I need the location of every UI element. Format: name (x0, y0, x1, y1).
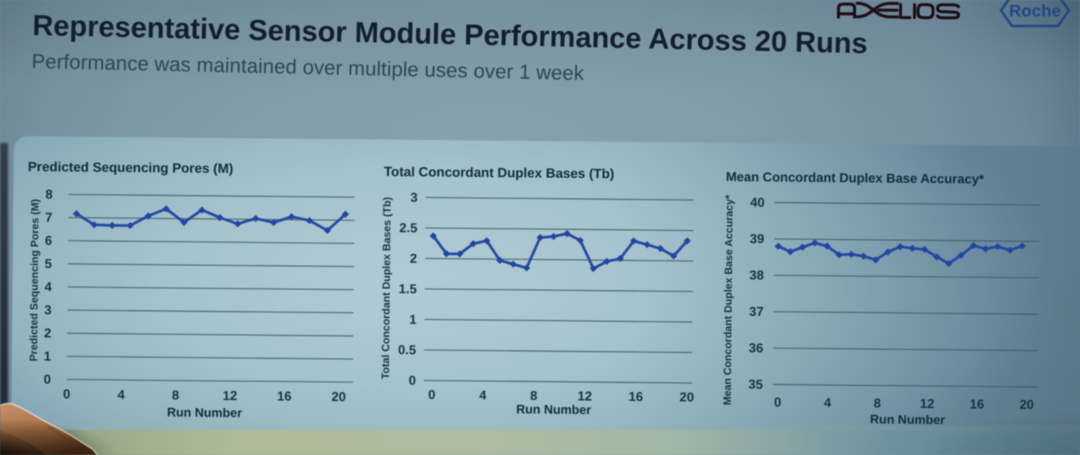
svg-text:0: 0 (63, 386, 70, 401)
svg-text:Total Concordant Duplex Bases: Total Concordant Duplex Bases (Tb) (384, 164, 615, 181)
svg-text:3: 3 (410, 190, 417, 205)
svg-text:12: 12 (223, 388, 238, 403)
svg-text:Roche: Roche (1009, 2, 1061, 21)
svg-text:2.5: 2.5 (399, 220, 417, 235)
svg-text:20: 20 (679, 389, 694, 404)
svg-text:0: 0 (774, 395, 781, 410)
svg-text:40: 40 (750, 195, 765, 210)
svg-text:4: 4 (117, 387, 125, 402)
svg-text:36: 36 (749, 340, 764, 355)
svg-text:39: 39 (750, 231, 765, 246)
svg-text:Run Number: Run Number (870, 412, 945, 427)
svg-text:0.5: 0.5 (398, 342, 416, 357)
svg-text:3: 3 (44, 302, 51, 317)
svg-text:8: 8 (45, 187, 52, 202)
svg-text:12: 12 (577, 388, 592, 403)
svg-text:16: 16 (277, 388, 292, 403)
svg-text:Predicted Sequencing Pores (M): Predicted Sequencing Pores (M) (28, 159, 234, 176)
svg-text:1.5: 1.5 (399, 281, 417, 296)
svg-text:Total Concordant Duplex Bases: Total Concordant Duplex Bases (Tb) (380, 197, 394, 379)
svg-text:8: 8 (530, 388, 537, 403)
svg-text:35: 35 (748, 377, 763, 392)
svg-text:5: 5 (45, 256, 52, 271)
svg-text:Mean Concordant Duplex Base Ac: Mean Concordant Duplex Base Accuracy* (726, 169, 985, 186)
svg-text:16: 16 (628, 389, 643, 404)
svg-text:4: 4 (824, 395, 832, 410)
svg-text:8: 8 (874, 395, 881, 410)
svg-text:20: 20 (331, 389, 346, 404)
svg-text:37: 37 (749, 304, 764, 319)
svg-text:7: 7 (45, 210, 52, 225)
svg-text:4: 4 (479, 387, 487, 402)
svg-text:1: 1 (44, 349, 51, 364)
svg-text:6: 6 (45, 233, 52, 248)
svg-text:Mean Concordant Duplex Base Ac: Mean Concordant Duplex Base Accuracy* (722, 194, 736, 405)
svg-text:38: 38 (749, 267, 764, 282)
svg-text:2: 2 (44, 325, 51, 340)
svg-text:16: 16 (970, 396, 985, 411)
svg-text:Predicted Sequencing Pores (M): Predicted Sequencing Pores (M) (28, 199, 42, 362)
svg-text:0: 0 (428, 387, 435, 402)
svg-text:0: 0 (44, 372, 51, 387)
svg-text:4: 4 (44, 279, 52, 294)
svg-text:1: 1 (409, 312, 416, 327)
svg-text:12: 12 (920, 396, 935, 411)
svg-text:20: 20 (1019, 397, 1034, 412)
svg-text:0: 0 (409, 373, 416, 388)
svg-text:2: 2 (410, 251, 417, 266)
svg-text:Run Number: Run Number (516, 402, 591, 417)
